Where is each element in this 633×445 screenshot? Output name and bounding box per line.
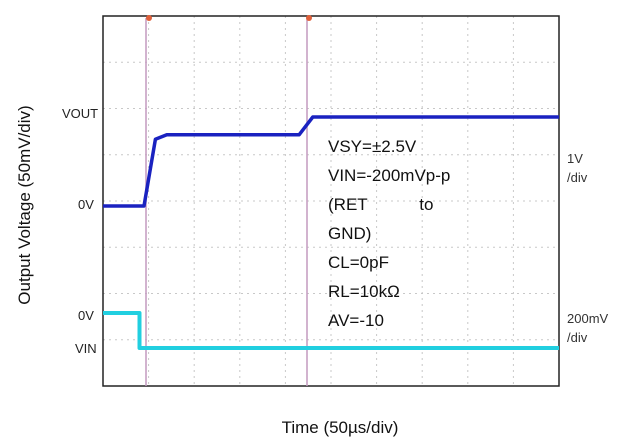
vin-scale-div: /div — [567, 330, 588, 345]
annotation-line: VIN=-200mVp-p — [328, 166, 450, 185]
series-line-vin — [103, 311, 559, 350]
annotation-line: VSY=±2.5V — [328, 137, 417, 156]
vin-zero-label: 0V — [78, 308, 94, 323]
annotation-line: RL=10kΩ — [328, 282, 400, 301]
vin-level-label: VIN — [75, 341, 97, 356]
annotation-line: (RET to — [328, 195, 434, 214]
traces — [103, 115, 559, 350]
annotation-line: AV=-10 — [328, 311, 384, 330]
annotation-line: CL=0pF — [328, 253, 389, 272]
trigger-marker-2 — [306, 15, 312, 21]
grid — [103, 16, 559, 386]
vout-scale-label: 1V — [567, 151, 583, 166]
plot-frame — [102, 15, 560, 387]
vin-scale-label: 200mV — [567, 311, 609, 326]
vout-level-label: VOUT — [62, 106, 98, 121]
y-axis-title: Output Voltage (50mV/div) — [15, 105, 34, 305]
annotation-line: GND) — [328, 224, 371, 243]
trigger-marker — [146, 15, 152, 21]
x-axis-title: Time (50µs/div) — [281, 418, 399, 437]
series-line-vout — [103, 115, 559, 208]
vout-zero-label: 0V — [78, 197, 94, 212]
vout-scale-div: /div — [567, 170, 588, 185]
annotation-block: VSY=±2.5V VIN=-200mVp-p (RET to GND) CL=… — [328, 137, 450, 330]
